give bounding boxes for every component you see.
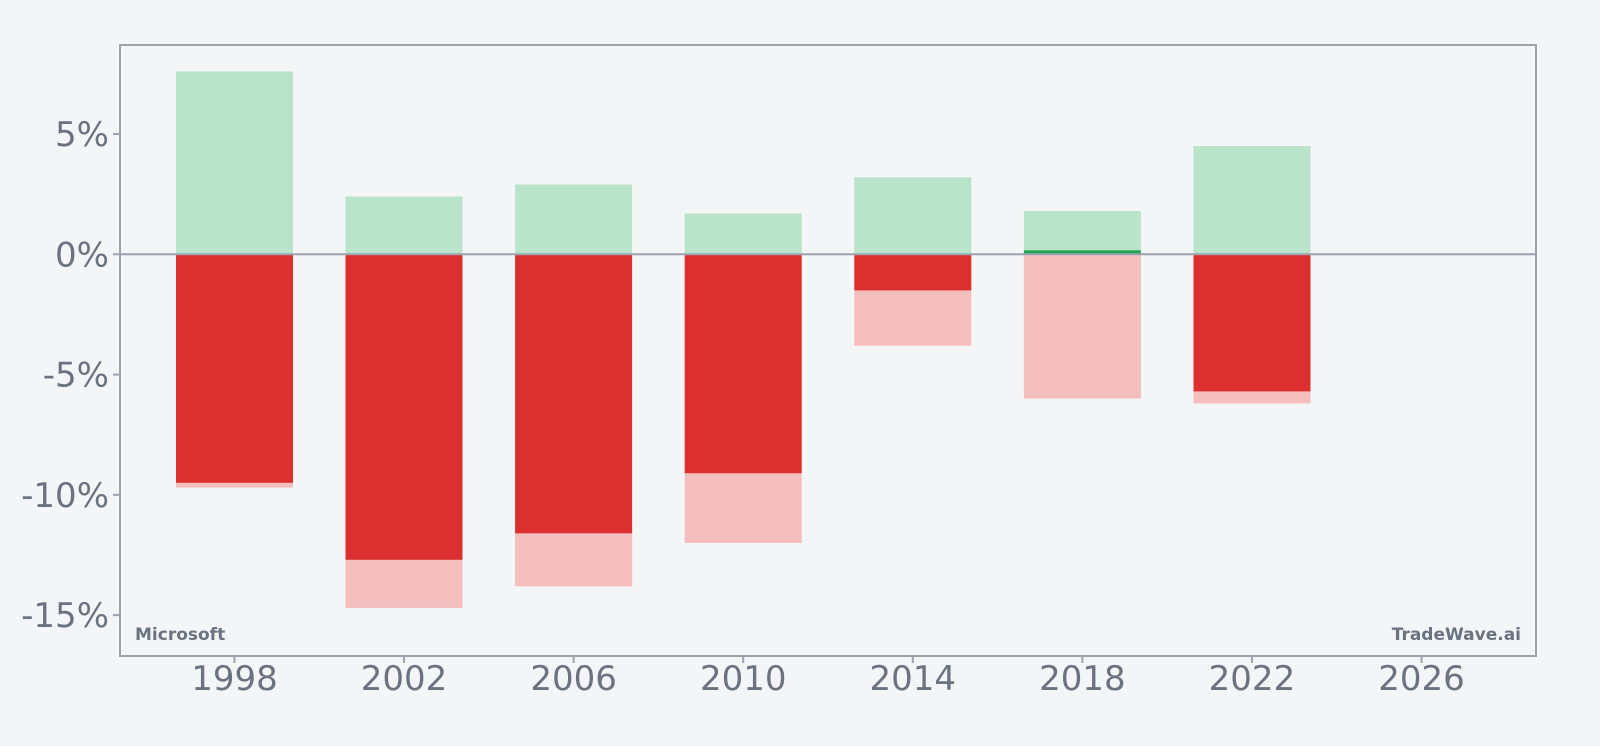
- y-tick-label: 0%: [55, 235, 109, 275]
- bar-series-0-2010: [684, 213, 802, 255]
- bar-series-3-2002: [345, 254, 463, 560]
- bar-series-0-2014: [854, 177, 972, 255]
- bar-series-3-2006: [515, 254, 633, 534]
- bar-series-0-1998: [176, 71, 293, 255]
- y-tick-label: 5%: [55, 115, 109, 155]
- brand-label: TradeWave.ai: [1392, 625, 1521, 645]
- bar-series-0-2022: [1193, 146, 1311, 255]
- x-tick-label: 2026: [1378, 659, 1465, 699]
- x-tick-label: 1998: [191, 659, 278, 699]
- bar-series-0-2006: [515, 184, 633, 255]
- x-tick-label: 2014: [870, 659, 957, 699]
- x-tick-label: 2010: [700, 659, 787, 699]
- bar-series-3-2022: [1193, 254, 1311, 392]
- y-tick-label: -15%: [21, 596, 109, 636]
- bar-series-3-1998: [176, 254, 293, 483]
- bars-layer: [176, 71, 1311, 608]
- bar-series-3-2014: [854, 254, 972, 291]
- bar-series-2-2018: [1023, 254, 1141, 399]
- y-axis: 5% 0% -5% -10% -15%: [21, 115, 120, 636]
- y-tick-label: -5%: [43, 356, 109, 396]
- x-axis: 1998 2002 2006 2010 2014 2018 2022 2026: [191, 656, 1465, 699]
- bar-series-1-2018: [1023, 250, 1141, 255]
- x-tick-label: 2018: [1039, 659, 1126, 699]
- plot-frame: [119, 44, 1537, 657]
- x-tick-label: 2006: [530, 659, 617, 699]
- bar-series-0-2018: [1023, 211, 1141, 255]
- bar-series-0-2002: [345, 196, 463, 255]
- bar-series-3-2010: [684, 254, 802, 474]
- company-label: Microsoft: [135, 625, 225, 645]
- x-tick-label: 2002: [361, 659, 448, 699]
- x-tick-label: 2022: [1209, 659, 1296, 699]
- y-tick-label: -10%: [21, 476, 109, 516]
